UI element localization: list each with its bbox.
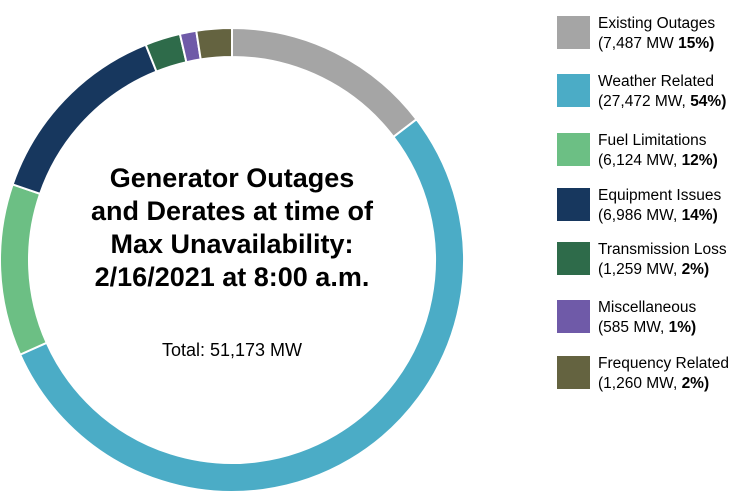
donut-slices (0, 26, 465, 493)
legend-item-equipment-issues: Equipment Issues (6,986 MW, 14%) (557, 186, 747, 230)
legend-value: (6,986 MW, (598, 207, 682, 224)
legend-item-frequency-related: Frequency Related (1,260 MW, 2%) (557, 354, 747, 398)
legend-percent: 1%) (668, 319, 697, 336)
legend-swatch (557, 16, 590, 49)
legend-value: (1,259 MW, (598, 261, 682, 278)
legend-label: Transmission Loss (598, 241, 727, 258)
chart-title-line-2: and Derates at time of (90, 196, 374, 226)
donut-slice-fuel-limitations (0, 183, 48, 356)
legend-value: (6,124 MW, (598, 152, 682, 169)
legend-percent: 54%) (690, 93, 727, 110)
legend-swatch (557, 188, 590, 221)
legend-swatch (557, 133, 590, 166)
legend-item-weather-related: Weather Related (27,472 MW, 54%) (557, 72, 747, 116)
legend-label: Existing Outages (598, 15, 716, 32)
legend-value: (585 MW, (598, 319, 669, 336)
legend-label: Frequency Related (598, 355, 729, 372)
legend-item-transmission-loss: Transmission Loss (1,259 MW, 2%) (557, 240, 747, 284)
legend-percent: 15%) (678, 35, 715, 52)
chart-title: Generator Outages and Derates at time of… (62, 162, 402, 294)
legend-percent: 2%) (681, 261, 710, 278)
chart-total-label: Total: 51,173 MW (161, 340, 303, 360)
legend-label: Equipment Issues (598, 187, 722, 204)
legend-value: (7,487 MW (598, 35, 679, 52)
legend-swatch (557, 74, 590, 107)
legend-value: (1,260 MW, (598, 375, 682, 392)
legend-swatch (557, 242, 590, 275)
legend-item-existing-outages: Existing Outages (7,487 MW 15%) (557, 14, 747, 58)
legend-percent: 2%) (681, 375, 710, 392)
legend-swatch (557, 300, 590, 333)
chart-title-line-4: 2/16/2021 at 8:00 a.m. (94, 262, 370, 292)
legend-label: Weather Related (598, 73, 715, 90)
legend-label: Miscellaneous (598, 299, 697, 316)
legend-value: (27,472 MW, (598, 93, 691, 110)
legend-percent: 12%) (681, 152, 718, 169)
chart-title-line-3: Max Unavailability: (110, 229, 354, 259)
legend-item-miscellaneous: Miscellaneous (585 MW, 1%) (557, 298, 747, 342)
donut-slice-frequency-related (195, 26, 233, 61)
donut-slice-existing-outages (231, 26, 418, 139)
legend-label: Fuel Limitations (598, 132, 707, 149)
chart-title-line-1: Generator Outages (109, 163, 355, 193)
legend-swatch (557, 356, 590, 389)
legend-percent: 14%) (681, 207, 718, 224)
legend-item-fuel-limitations: Fuel Limitations (6,124 MW, 12%) (557, 131, 747, 175)
